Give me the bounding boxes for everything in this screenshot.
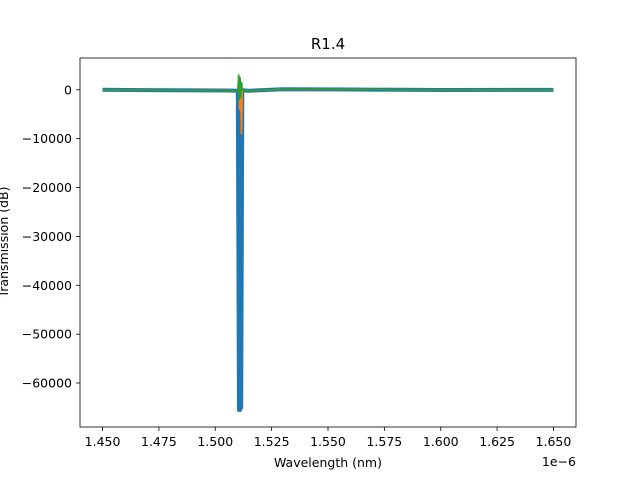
chart-title: R1.4 xyxy=(311,35,345,53)
y-tick-label: −30000 xyxy=(22,229,72,244)
y-axis-label: Transmission (dB) xyxy=(0,187,11,299)
x-tick-label: 1.450 xyxy=(85,434,121,449)
y-axis: 0 −10000 −20000 −30000 −40000 −50000 −60000 xyxy=(22,82,80,391)
x-tick-label: 1.525 xyxy=(254,434,290,449)
y-tick-label: −60000 xyxy=(22,376,72,391)
x-tick-label: 1.550 xyxy=(310,434,346,449)
y-tick-label: −10000 xyxy=(22,131,72,146)
x-tick-label: 1.600 xyxy=(423,434,459,449)
x-tick-label: 1.625 xyxy=(479,434,515,449)
y-tick-label: 0 xyxy=(64,82,72,97)
x-tick-label: 1.575 xyxy=(366,434,402,449)
x-tick-label: 1.475 xyxy=(141,434,177,449)
x-axis-label: Wavelength (nm) xyxy=(274,455,382,470)
series-line-3 xyxy=(102,74,554,101)
x-tick-label: 1.500 xyxy=(197,434,233,449)
x-axis: 1.450 1.475 1.500 1.525 1.550 1.575 1.600 1.625… xyxy=(85,427,572,449)
x-tick-label: 1.650 xyxy=(536,434,572,449)
y-tick-label: −40000 xyxy=(22,278,72,293)
axes-frame xyxy=(80,58,576,427)
y-tick-label: −20000 xyxy=(22,180,72,195)
x-axis-offset-label: 1e−6 xyxy=(542,454,576,469)
plot-area xyxy=(79,57,577,428)
y-tick-label: −50000 xyxy=(22,327,72,342)
series-layer xyxy=(102,74,554,412)
